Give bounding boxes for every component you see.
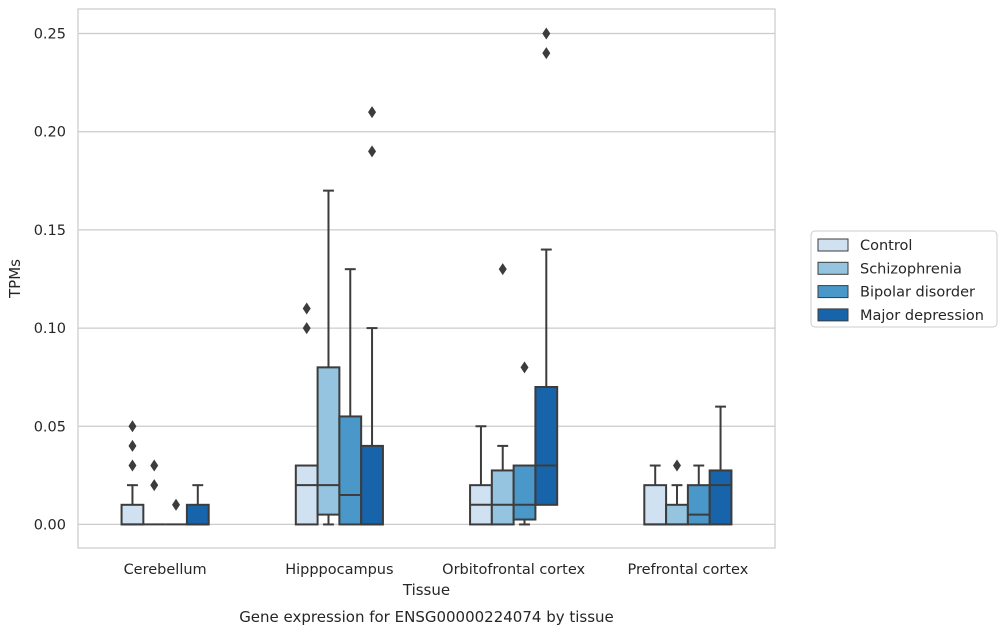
outlier-point [128, 459, 137, 472]
y-tick-label: 0.10 [34, 321, 66, 337]
box [360, 106, 384, 526]
x-tick-label: Orbitofrontal cortex [442, 562, 585, 578]
box-body [316, 366, 341, 516]
box-body [294, 464, 319, 526]
box [185, 484, 210, 526]
outlier-point [302, 322, 311, 335]
x-tick-label: Prefrontal cortex [627, 562, 748, 578]
y-tick-label: 0.25 [34, 27, 66, 43]
y-tick-label: 0.15 [34, 223, 66, 239]
legend-frame [810, 230, 998, 328]
box [120, 420, 145, 526]
outlier-point [520, 361, 529, 374]
box-body [185, 503, 210, 526]
box-body [686, 484, 711, 526]
legend: Control Schizophrenia Bipolar disorder Majo… [810, 230, 998, 328]
box [708, 405, 733, 526]
box-plots [120, 27, 733, 526]
outlier-point [172, 498, 181, 511]
legend-swatch [817, 308, 849, 322]
box-body [490, 469, 515, 526]
box [165, 498, 187, 526]
outlier-point [150, 479, 159, 492]
box-body [120, 503, 145, 526]
outlier-point [542, 27, 551, 40]
outlier-point [128, 420, 137, 433]
outlier-point [368, 145, 377, 158]
box-body [534, 385, 559, 506]
y-tick-label: 0.05 [34, 419, 66, 435]
legend-label: Schizophrenia [860, 261, 962, 277]
legend-swatch [817, 285, 849, 299]
legend-label: Bipolar disorder [860, 285, 975, 301]
plot-area-frame [77, 8, 776, 549]
y-axis-ticks: 0.00 0.05 0.10 0.15 0.20 0.25 [34, 27, 66, 534]
outlier-point [498, 263, 507, 276]
y-tick-label: 0.00 [34, 517, 66, 533]
legend-label: Major depression [860, 308, 984, 324]
outlier-point [302, 302, 311, 315]
outlier-point [542, 47, 551, 60]
legend-swatch [817, 261, 849, 275]
legend-label: Control [860, 238, 912, 254]
x-axis-label: Tissue [402, 581, 450, 599]
box-body [512, 464, 537, 521]
chart-title: Gene expression for ENSG00000224074 by t… [239, 608, 614, 626]
box [686, 464, 711, 526]
outlier-point [672, 459, 681, 472]
box [534, 27, 559, 506]
box [143, 459, 166, 526]
y-axis-label: TPMs [6, 259, 24, 299]
box-body [708, 469, 733, 526]
x-axis-ticks: Cerebellum Hipppocampus Orbitofrontal cort… [124, 562, 749, 578]
x-tick-label: Cerebellum [124, 562, 207, 578]
box [665, 459, 689, 526]
box-body [338, 415, 363, 526]
x-tick-label: Hipppocampus [285, 562, 393, 578]
outlier-point [150, 459, 159, 472]
box-body [665, 503, 689, 526]
y-tick-label: 0.20 [34, 125, 66, 141]
box [316, 189, 341, 526]
box-body [643, 484, 668, 526]
outlier-point [368, 106, 377, 119]
legend-swatch [817, 238, 849, 252]
outlier-point [128, 439, 137, 452]
box-body [360, 444, 384, 526]
